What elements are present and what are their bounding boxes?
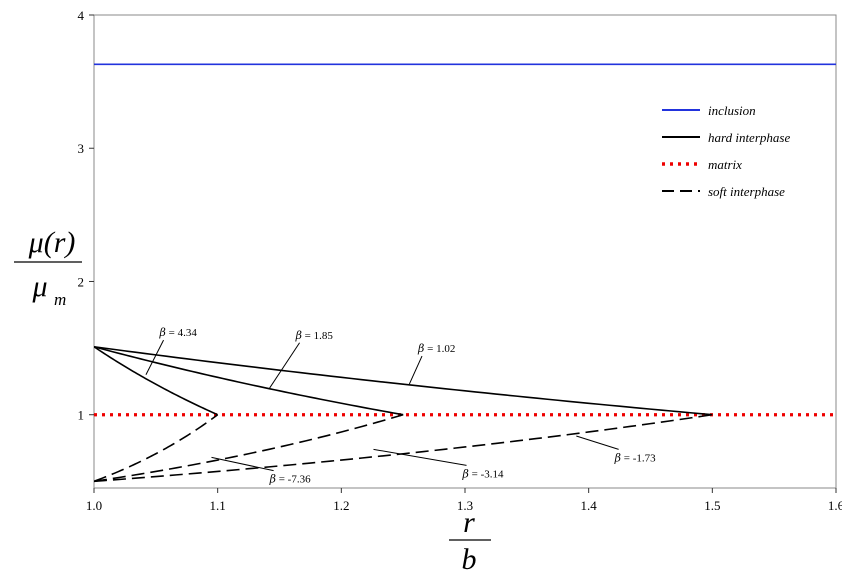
annotation-beta-value: = -3.14	[469, 468, 504, 480]
annotation-beta-value: = 4.34	[166, 327, 197, 339]
x-label-numerator: r	[463, 506, 475, 539]
annotation-beta-symbol: β	[417, 342, 424, 355]
series-line	[94, 415, 403, 482]
legend-label: inclusion	[708, 103, 756, 118]
annotation-beta-symbol: β	[462, 467, 469, 480]
annotation-label: β = -1.73	[614, 451, 656, 464]
y-tick-label: 4	[78, 8, 85, 23]
y-label-denominator-sub: m	[54, 290, 66, 309]
y-label-numerator: μ(r)	[28, 226, 76, 259]
annotations-layer: β = 4.34 β = 1.85β = 1.02β = -7.36 β = -3.…	[146, 326, 656, 486]
x-tick-label: 1.5	[704, 498, 720, 513]
legend: inclusion hard interphase matrix soft inter…	[662, 103, 790, 199]
annotation-leader	[270, 343, 300, 388]
series-line	[94, 347, 712, 415]
annotation-beta-value: = 1.02	[424, 343, 455, 355]
annotation-beta-symbol: β	[295, 329, 302, 342]
annotation-beta-symbol: β	[159, 326, 166, 339]
annotation-leader	[146, 340, 164, 375]
y-label-denominator-main: μ	[31, 270, 47, 303]
series-layer	[94, 64, 836, 481]
annotation-leader	[576, 436, 618, 449]
annotation-beta-symbol: β	[614, 451, 621, 464]
annotation-label: β = -3.14	[462, 467, 504, 480]
y-tick-label: 3	[78, 141, 85, 156]
series-line	[94, 415, 712, 482]
x-label-denominator: b	[462, 543, 477, 575]
annotation-label: β = 4.34	[159, 326, 198, 339]
annotation-beta-symbol: β	[269, 473, 276, 486]
annotation-label: β = 1.02	[417, 342, 455, 355]
x-tick-label: 1.4	[581, 498, 598, 513]
annotation-beta-value: = -1.73	[621, 452, 656, 464]
annotation-label: β = -7.36	[269, 473, 311, 486]
y-axis-label: μ(r) μ m	[14, 226, 82, 309]
legend-label: matrix	[708, 157, 742, 172]
series-line	[94, 347, 218, 415]
x-tick-label: 1.0	[86, 498, 102, 513]
annotation-leader	[211, 457, 273, 470]
legend-label: soft interphase	[708, 184, 785, 199]
x-tick-label: 1.6	[828, 498, 842, 513]
plot-frame	[94, 15, 836, 488]
series-line	[94, 347, 403, 415]
annotation-leader	[409, 356, 422, 384]
annotation-label: β = 1.85	[295, 329, 334, 342]
y-tick-label: 2	[78, 274, 85, 289]
x-tick-label: 1.2	[333, 498, 349, 513]
annotation-beta-value: = -7.36	[276, 474, 311, 486]
annotation-beta-value: = 1.85	[302, 330, 333, 342]
legend-label: hard interphase	[708, 130, 790, 145]
x-tick-label: 1.1	[210, 498, 226, 513]
x-axis-label: r b	[449, 506, 491, 575]
y-tick-label: 1	[78, 408, 85, 423]
